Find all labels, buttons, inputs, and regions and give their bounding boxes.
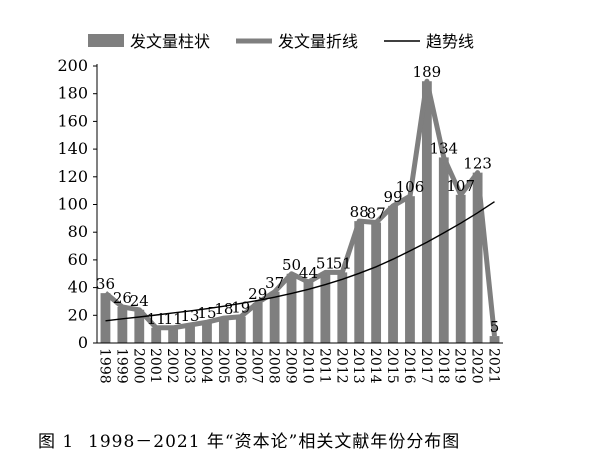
- bar-2004: [202, 322, 212, 343]
- y-tick-label-20: 20: [68, 305, 88, 324]
- bar-1998: [100, 293, 111, 343]
- legend-label-1: 发文量柱状: [130, 32, 210, 51]
- x-tick-label-2021: 2021: [486, 348, 502, 384]
- bar-2005: [218, 318, 229, 343]
- x-tick-label-2009: 2009: [283, 348, 299, 384]
- data-label-2015: 99: [383, 188, 402, 206]
- bar-2010: [303, 282, 314, 343]
- data-label-2020: 123: [463, 155, 492, 173]
- y-tick-label-60: 60: [68, 250, 88, 269]
- figure-caption: 图 1 1998－2021 年“资本论”相关文献年份分布图: [0, 427, 590, 457]
- data-label-2014: 87: [367, 205, 386, 223]
- data-label-2017: 189: [413, 63, 442, 81]
- bar-2016: [405, 196, 415, 343]
- bar-2009: [286, 273, 297, 343]
- data-label-2009: 50: [282, 256, 301, 274]
- data-label-2007: 29: [248, 285, 267, 303]
- data-label-2005: 18: [214, 300, 233, 318]
- x-tick-label-2014: 2014: [367, 348, 383, 384]
- data-label-2000: 24: [130, 292, 149, 310]
- x-tick-label-2004: 2004: [198, 348, 214, 384]
- figure-number: 图 1: [38, 432, 75, 452]
- x-tick-label-2020: 2020: [469, 348, 485, 384]
- bar-1999: [117, 306, 128, 343]
- x-tick-label-2007: 2007: [249, 348, 265, 384]
- x-tick-label-2006: 2006: [232, 348, 248, 384]
- chart: 发文量柱状 发文量折线 趋势线 0 20 40 60 80 100 120 140 160 180 20…: [57, 32, 503, 384]
- data-label-2004: 15: [197, 304, 216, 322]
- data-label-2016: 106: [396, 178, 425, 196]
- y-tick-label-140: 140: [57, 139, 88, 158]
- data-label-2013: 88: [350, 203, 369, 221]
- bar-2014: [371, 222, 382, 343]
- bar-2015: [388, 205, 398, 343]
- bar-2021: [489, 336, 500, 343]
- x-tick-label-2016: 2016: [401, 348, 417, 384]
- bar-2000: [134, 309, 145, 343]
- figure-caption-text: 1998－2021 年“资本论”相关文献年份分布图: [88, 432, 461, 452]
- trend-line: [105, 201, 495, 322]
- x-tick-label-2005: 2005: [215, 348, 231, 384]
- y-tick-label-160: 160: [57, 111, 88, 130]
- bar-2012: [337, 272, 348, 343]
- x-tick-label-2019: 2019: [452, 348, 468, 384]
- bar-2006: [235, 316, 246, 343]
- x-tick-label-2008: 2008: [266, 348, 282, 384]
- x-tick-label-2000: 2000: [130, 348, 146, 384]
- data-label-2001: 11: [147, 310, 166, 328]
- data-label-2018: 134: [429, 139, 458, 157]
- x-tick-label-2013: 2013: [350, 348, 366, 384]
- data-label-2002: 11: [164, 310, 183, 328]
- x-tick-label-2017: 2017: [418, 348, 434, 384]
- data-label-2010: 44: [299, 264, 318, 282]
- data-label-2012: 51: [333, 254, 352, 272]
- legend: 发文量柱状 发文量折线 趋势线: [88, 32, 474, 51]
- series-line: [103, 78, 497, 337]
- bar-2013: [354, 221, 365, 343]
- y-tick-label-120: 120: [57, 167, 88, 186]
- x-tick-label-2018: 2018: [435, 348, 451, 384]
- bar-2011: [320, 272, 331, 343]
- x-tick-label-2001: 2001: [147, 348, 163, 384]
- y-tick-label-100: 100: [57, 195, 88, 214]
- data-label-1999: 26: [113, 289, 132, 307]
- y-tick-label-80: 80: [68, 222, 88, 241]
- x-tick-label-1999: 1999: [113, 348, 129, 384]
- lines-layer: [103, 78, 497, 337]
- legend-swatch-bar: [88, 34, 124, 47]
- bar-2007: [252, 302, 263, 343]
- bar-2008: [269, 291, 280, 343]
- bars-layer: [100, 81, 500, 344]
- x-tick-label-2012: 2012: [333, 348, 349, 384]
- data-label-2006: 19: [231, 299, 250, 317]
- data-label-2011: 51: [316, 254, 335, 272]
- x-tick-label-2002: 2002: [164, 348, 180, 384]
- data-label-2019: 107: [446, 177, 475, 195]
- bar-2019: [455, 194, 466, 343]
- y-tick-label-200: 200: [57, 56, 88, 75]
- bar-2002: [168, 327, 179, 343]
- data-label-1998: 36: [96, 275, 115, 293]
- bar-2018: [438, 157, 449, 343]
- x-tick-label-2011: 2011: [316, 348, 332, 384]
- data-label-2008: 37: [265, 274, 284, 292]
- x-tick-label-1998: 1998: [96, 348, 112, 384]
- bar-2003: [185, 324, 195, 343]
- legend-label-3: 趋势线: [426, 32, 474, 51]
- y-tick-label-180: 180: [57, 84, 88, 103]
- x-tick-label-2010: 2010: [299, 348, 315, 384]
- x-tick-label-2015: 2015: [384, 348, 400, 384]
- x-tick-label-2003: 2003: [181, 348, 197, 384]
- data-label-2021: 5: [490, 318, 500, 336]
- y-tick-label-40: 40: [68, 278, 88, 297]
- y-tick-label-0: 0: [78, 333, 88, 352]
- legend-label-2: 发文量折线: [278, 32, 358, 51]
- bar-2001: [151, 327, 162, 343]
- data-label-2003: 13: [180, 307, 199, 325]
- bar-2017: [421, 81, 432, 344]
- bar-2020: [472, 172, 483, 343]
- data-labels-layer: 3626241111131518192937504451518887991061…: [96, 63, 499, 336]
